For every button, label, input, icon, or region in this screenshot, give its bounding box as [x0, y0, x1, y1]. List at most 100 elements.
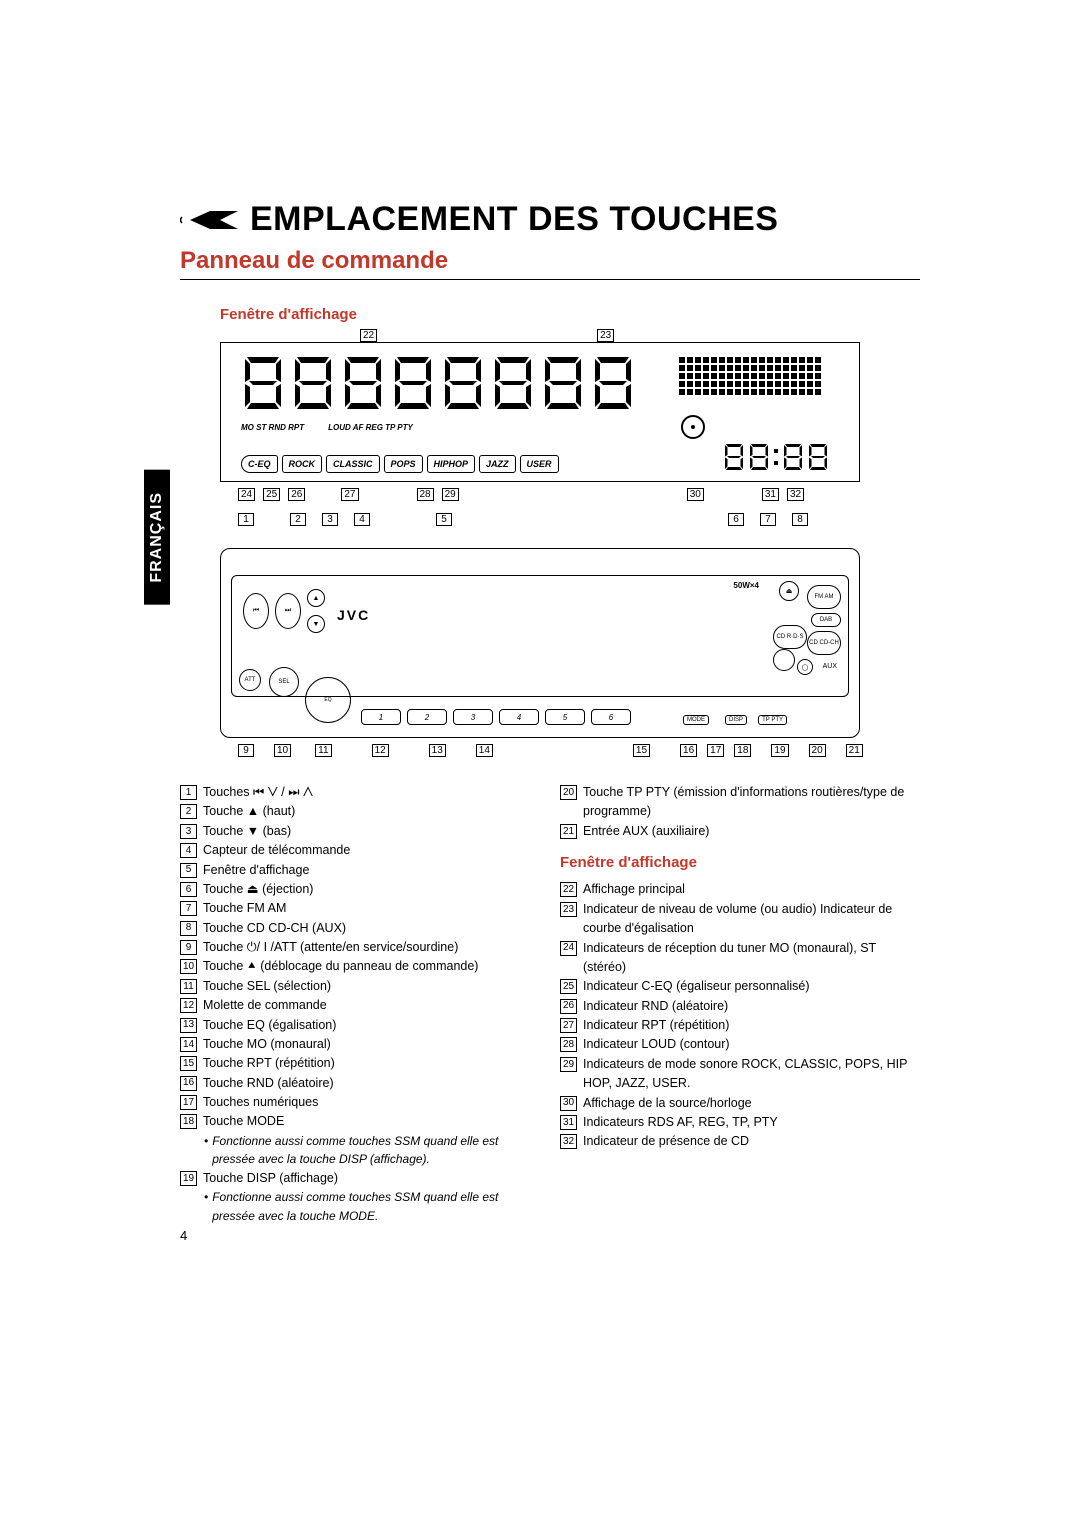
legend-item-24: 24Indicateurs de réception du tuner MO (…: [560, 939, 910, 978]
mode-button[interactable]: MODE: [683, 715, 709, 725]
callout-16: 16: [680, 744, 697, 757]
callout-30: 30: [687, 488, 704, 501]
legend-item-28: 28Indicateur LOUD (contour): [560, 1035, 910, 1054]
preset-1[interactable]: 1: [361, 709, 401, 725]
legend-text: Indicateurs RDS AF, REG, TP, PTY: [583, 1113, 778, 1132]
eq-pops: POPS: [384, 455, 423, 473]
dab-button[interactable]: DAB: [811, 613, 841, 627]
legend-text: Touches ⏮ ⋁ / ⏭ ⋀: [203, 783, 313, 802]
legend-item-15: 15 Touche RPT (répétition): [180, 1054, 530, 1073]
disp-button[interactable]: DISP: [725, 715, 747, 725]
prev-button[interactable]: ⏮: [243, 593, 269, 629]
legend-text: Touche RPT (répétition): [203, 1054, 335, 1073]
legend-text: Touche SEL (sélection): [203, 977, 331, 996]
legend-num: 10: [180, 959, 197, 974]
legend-num: 2: [180, 804, 197, 819]
callout-18: 18: [734, 744, 751, 757]
eq-user: USER: [520, 455, 559, 473]
legend-item-30: 30Affichage de la source/horloge: [560, 1094, 910, 1113]
eq-classic: CLASSIC: [326, 455, 380, 473]
legend-num: 25: [560, 979, 577, 994]
legend-text: Touche FM AM: [203, 899, 286, 918]
callout-19: 19: [771, 744, 788, 757]
callout-12: 12: [372, 744, 389, 757]
legend-item-19: 19 Touche DISP (affichage): [180, 1169, 530, 1188]
legend-num: 6: [180, 882, 197, 897]
legend-text: Touche DISP (affichage): [203, 1169, 338, 1188]
compact-disc-icon: [773, 649, 795, 671]
legend-num: 9: [180, 940, 197, 955]
fm-am-button[interactable]: FM AM: [807, 585, 841, 609]
legend-num: 23: [560, 902, 577, 917]
display-callouts-bottom: 24 25 26 27 28 29 30 31 32: [238, 488, 900, 501]
legend-item-1: 1Touches ⏮ ⋁ / ⏭ ⋀: [180, 783, 530, 802]
page-number: 4: [180, 1228, 187, 1243]
eject-button[interactable]: ⏏: [779, 581, 799, 601]
legend-num: 22: [560, 882, 577, 897]
legend-text: Affichage principal: [583, 880, 685, 899]
callout-7: 7: [760, 513, 776, 526]
callout-21: 21: [846, 744, 863, 757]
legend-text: Indicateur RPT (répétition): [583, 1016, 729, 1035]
legend-item-32: 32Indicateur de présence de CD: [560, 1132, 910, 1151]
legend-num: 19: [180, 1171, 197, 1186]
preset-4[interactable]: 4: [499, 709, 539, 725]
legend-item-21: 21Entrée AUX (auxiliaire): [560, 822, 910, 841]
legend-item-8: 8Touche CD CD-CH (AUX): [180, 919, 530, 938]
callout-25: 25: [263, 488, 280, 501]
legend-text: Affichage de la source/horloge: [583, 1094, 752, 1113]
cdch-button[interactable]: CD CD-CH: [807, 631, 841, 655]
callout-27: 27: [341, 488, 358, 501]
callout-3: 3: [322, 513, 338, 526]
aux-label: AUX: [823, 663, 837, 670]
legend-item-13: 13Touche EQ (égalisation): [180, 1016, 530, 1035]
preset-5[interactable]: 5: [545, 709, 585, 725]
tp-pty-button[interactable]: TP PTY: [758, 715, 787, 725]
legend-item-10: 10 Touche ⯅ (déblocage du panneau de comm…: [180, 957, 530, 976]
att-button[interactable]: ATT: [239, 669, 261, 691]
disc-icon: [681, 415, 705, 439]
legend-text: Touches numériques: [203, 1093, 318, 1112]
legend-text: Entrée AUX (auxiliaire): [583, 822, 709, 841]
display-window: MO ST RND RPT LOUD AF REG TP PTY C-EQ RO…: [220, 342, 860, 482]
legend-item-4: 4Capteur de télécommande: [180, 841, 530, 860]
callout-20: 20: [809, 744, 826, 757]
legend-right-column: 20Touche TP PTY (émission d'informations…: [560, 783, 910, 1226]
main-segment-display: [241, 357, 635, 409]
callout-1: 1: [238, 513, 254, 526]
next-button[interactable]: ⏭: [275, 593, 301, 629]
cd-button[interactable]: CD R·D·S: [773, 625, 807, 649]
eq-button[interactable]: EQ: [321, 693, 335, 707]
callout-13: 13: [429, 744, 446, 757]
legend-item-27: 27Indicateur RPT (répétition): [560, 1016, 910, 1035]
legend-item-25: 25 Indicateur C-EQ (égaliseur personnalis…: [560, 977, 910, 996]
page-title: EMPLACEMENT DES TOUCHES: [250, 200, 778, 239]
legend-num: 3: [180, 824, 197, 839]
legend-item-14: 14Touche MO (monaural): [180, 1035, 530, 1054]
callout-17: 17: [707, 744, 724, 757]
aux-jack[interactable]: ◯: [797, 659, 813, 675]
callout-4: 4: [354, 513, 370, 526]
indicator-row: MO ST RND RPT LOUD AF REG TP PTY: [241, 423, 413, 432]
legend-item-5: 5Fenêtre d'affichage: [180, 861, 530, 880]
legend-text: Touche ⯅ (déblocage du panneau de comman…: [203, 957, 478, 976]
sel-button[interactable]: SEL: [269, 667, 299, 697]
legend-item-7: 7Touche FM AM: [180, 899, 530, 918]
diagram-region: Fenêtre d'affichage 22 23: [220, 306, 900, 757]
legend-text: Touche MODE: [203, 1112, 284, 1131]
up-button[interactable]: ▲: [307, 589, 325, 607]
legend-item-2: 2Touche ▲ (haut): [180, 802, 530, 821]
preset-6[interactable]: 6: [591, 709, 631, 725]
legend-item-22: 22 Affichage principal: [560, 880, 910, 899]
legend-left-column: 1Touches ⏮ ⋁ / ⏭ ⋀2Touche ▲ (haut) 3 Touch…: [180, 783, 530, 1226]
legend-text: Indicateur C-EQ (égaliseur personnalisé): [583, 977, 810, 996]
callout-8: 8: [792, 513, 808, 526]
page-subtitle: Panneau de commande: [180, 247, 920, 280]
legend-num: 20: [560, 785, 577, 800]
down-button[interactable]: ▼: [307, 615, 325, 633]
legend-text: Indicateur LOUD (contour): [583, 1035, 730, 1054]
preset-3[interactable]: 3: [453, 709, 493, 725]
legend-num: 15: [180, 1056, 197, 1071]
preset-2[interactable]: 2: [407, 709, 447, 725]
callout-28: 28: [417, 488, 434, 501]
